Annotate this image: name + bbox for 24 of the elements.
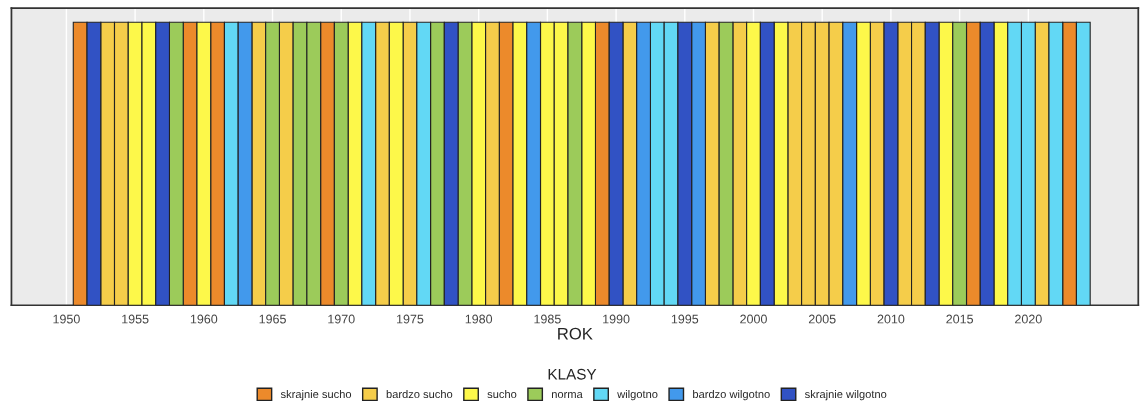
x-tick-label: 2010 <box>877 314 905 324</box>
legend-title: KLASY <box>548 368 597 380</box>
x-tick-label: 2020 <box>1015 314 1042 324</box>
x-tick-label: 1995 <box>671 314 699 324</box>
legend-label: sucho <box>487 389 517 399</box>
x-tick-label: 1950 <box>53 314 80 324</box>
x-tick-label: 1980 <box>465 314 493 324</box>
x-tick-label: 2015 <box>946 314 974 324</box>
x-tick-label: 1965 <box>259 314 286 324</box>
legend-label: bardzo sucho <box>386 389 453 399</box>
x-tick-label: 1960 <box>190 314 218 324</box>
x-tick-label: 1975 <box>397 314 424 324</box>
x-tick-label: 2000 <box>740 314 767 324</box>
x-tick-label: 1970 <box>328 314 355 324</box>
legend-label: bardzo wilgotno <box>693 389 770 401</box>
x-tick-label: 1955 <box>122 314 149 324</box>
x-tick-label: 1985 <box>534 314 561 324</box>
x-axis-title: ROK <box>558 327 593 340</box>
legend-label: skrajnie wilgotno <box>804 389 887 401</box>
legend-label: wilgotno <box>617 389 658 401</box>
x-tick-label: 2005 <box>808 314 836 324</box>
x-tick-label: 1990 <box>603 314 630 324</box>
legend-label: skrajnie sucho <box>280 389 352 401</box>
legend-label: norma <box>551 392 583 399</box>
